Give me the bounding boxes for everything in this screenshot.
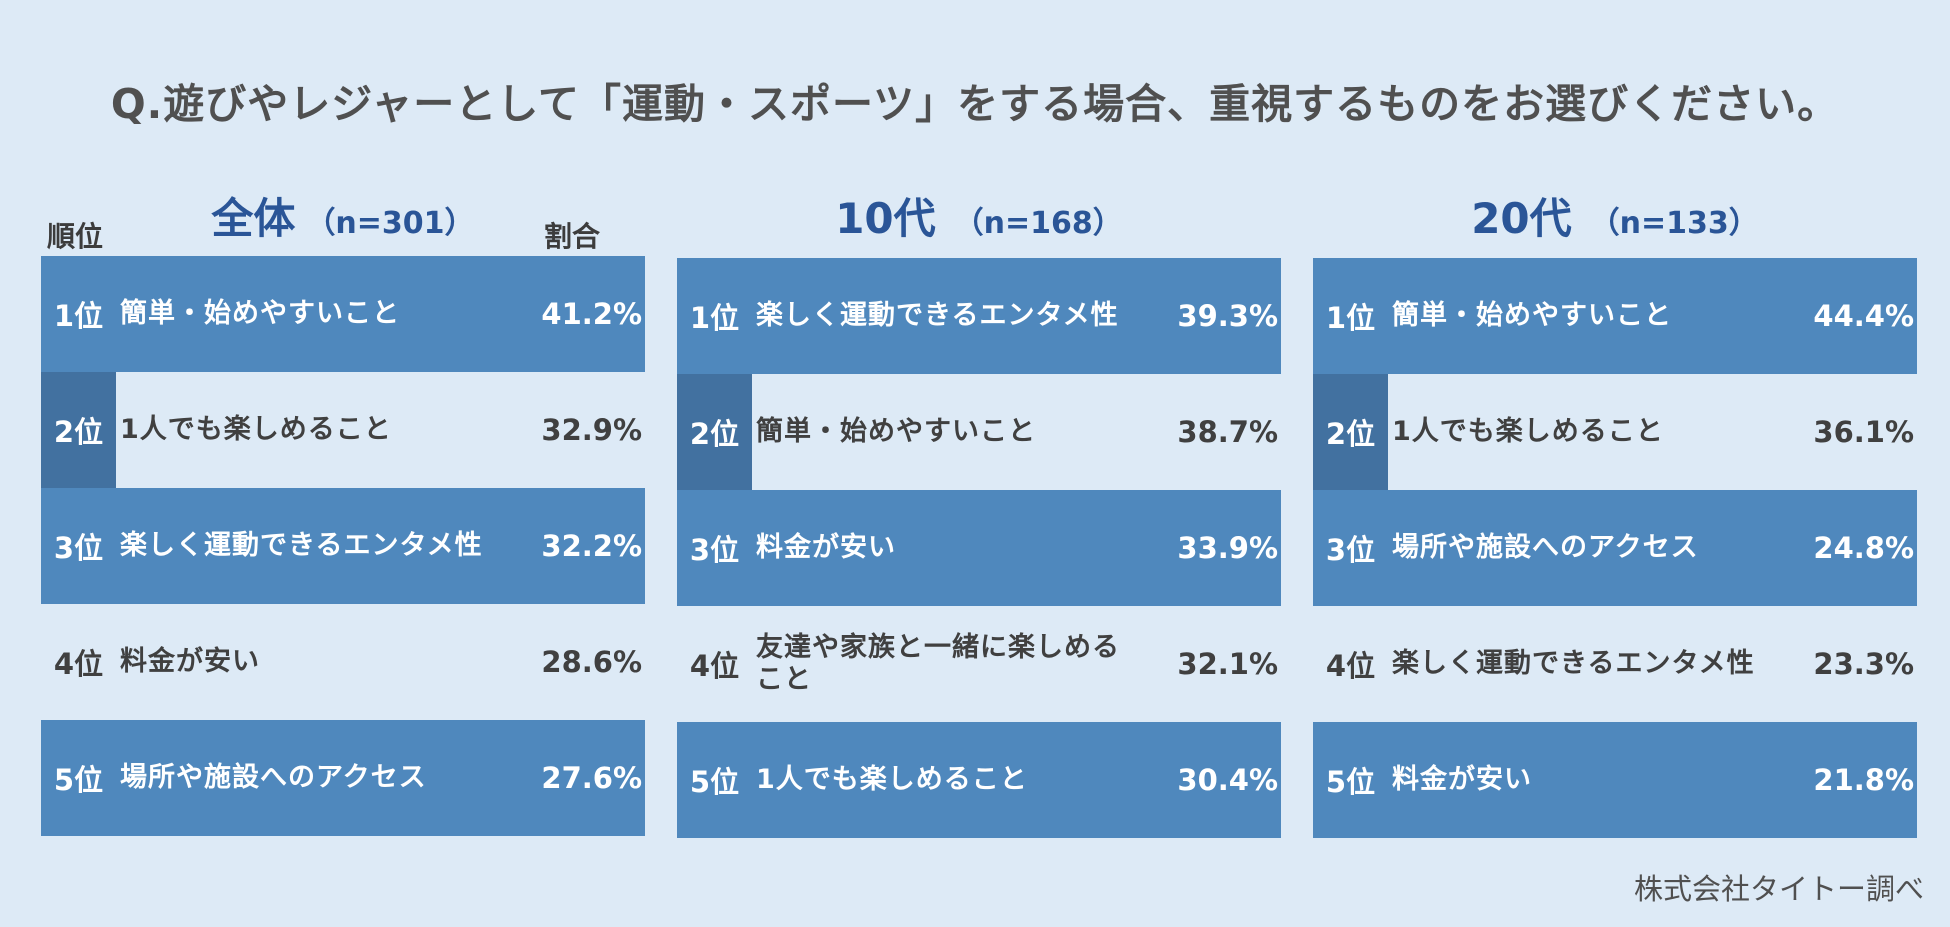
table-row: 4位 友達や家族と一緒に楽しめること 32.1%: [677, 606, 1281, 722]
item-label: 楽しく運動できるエンタメ性: [756, 299, 1119, 331]
item-label: 場所や施設へのアクセス: [1392, 531, 1699, 563]
source-credit: 株式会社タイトー調べ: [1633, 872, 1924, 906]
item-label: 簡単・始めやすいこと: [1392, 299, 1672, 331]
rank-label: 3位: [1325, 533, 1376, 567]
percent-value: 32.9%: [541, 413, 642, 447]
table-row: 5位 1人でも楽しめること 30.4%: [677, 722, 1281, 838]
percent-value: 44.4%: [1813, 299, 1914, 333]
item-label: 場所や施設へのアクセス: [120, 761, 427, 793]
percent-value: 32.2%: [541, 529, 642, 563]
ratio-column-header: 割合: [544, 220, 601, 253]
percent-value: 24.8%: [1813, 531, 1914, 565]
percent-value: 36.1%: [1813, 415, 1914, 449]
table-row: 1位 簡単・始めやすいこと 44.4%: [1313, 258, 1917, 374]
table-row: 5位 料金が安い 21.8%: [1313, 722, 1917, 838]
panel-overall: 全体 （n=301） 順位 割合 1位 簡単・始めやすいこと 41.2% 2位 1…: [41, 0, 645, 927]
rank-label: 3位: [689, 533, 740, 567]
rank-label: 1位: [689, 301, 740, 335]
panel-title: 10代 （n=168）: [677, 185, 1281, 246]
group-name: 10代: [835, 194, 936, 243]
item-label: 1人でも楽しめること: [120, 413, 392, 445]
item-label: 1人でも楽しめること: [756, 763, 1028, 795]
rank-label: 2位: [689, 417, 740, 451]
item-label: 料金が安い: [756, 531, 896, 563]
rank-label: 4位: [1325, 649, 1376, 683]
table-row: 2位 簡単・始めやすいこと 38.7%: [677, 374, 1281, 490]
item-label: 料金が安い: [120, 645, 260, 677]
percent-value: 28.6%: [541, 645, 642, 679]
percent-value: 27.6%: [541, 761, 642, 795]
percent-value: 32.1%: [1177, 647, 1278, 681]
table-row: 3位 楽しく運動できるエンタメ性 32.2%: [41, 488, 645, 604]
rank-label: 5位: [1325, 765, 1376, 799]
percent-value: 21.8%: [1813, 763, 1914, 797]
panel-twenties: 20代 （n=133） 1位 簡単・始めやすいこと 44.4% 2位 1人でも楽し…: [1313, 0, 1917, 927]
rank-label: 5位: [689, 765, 740, 799]
survey-question: Q.遊びやレジャーとして「運動・スポーツ」をする場合、重視するものをお選びくださ…: [110, 80, 1840, 128]
rank-label: 5位: [53, 763, 104, 797]
table-row: 2位 1人でも楽しめること 32.9%: [41, 372, 645, 488]
sample-size: （n=133）: [1589, 206, 1759, 241]
table-row: 4位 料金が安い 28.6%: [41, 604, 645, 720]
percent-value: 33.9%: [1177, 531, 1278, 565]
group-name: 20代: [1471, 194, 1572, 243]
item-label: 料金が安い: [1392, 763, 1532, 795]
rank-label: 2位: [1325, 417, 1376, 451]
table-row: 4位 楽しく運動できるエンタメ性 23.3%: [1313, 606, 1917, 722]
rank-label: 4位: [689, 649, 740, 683]
rank-label: 1位: [1325, 301, 1376, 335]
percent-value: 39.3%: [1177, 299, 1278, 333]
table-row: 1位 楽しく運動できるエンタメ性 39.3%: [677, 258, 1281, 374]
item-label: 友達や家族と一緒に楽しめること: [756, 631, 1120, 695]
group-name: 全体: [211, 194, 296, 243]
rank-label: 2位: [53, 415, 104, 449]
table-row: 1位 簡単・始めやすいこと 41.2%: [41, 256, 645, 372]
rank-label: 4位: [53, 647, 104, 681]
item-label: 簡単・始めやすいこと: [756, 415, 1036, 447]
rank-label: 1位: [53, 299, 104, 333]
percent-value: 38.7%: [1177, 415, 1278, 449]
panel-title: 全体 （n=301）: [41, 185, 645, 246]
item-label: 簡単・始めやすいこと: [120, 297, 400, 329]
item-label: 楽しく運動できるエンタメ性: [120, 529, 483, 561]
percent-value: 23.3%: [1813, 647, 1914, 681]
panel-teens: 10代 （n=168） 1位 楽しく運動できるエンタメ性 39.3% 2位 簡単・…: [677, 0, 1281, 927]
percent-value: 30.4%: [1177, 763, 1278, 797]
table-row: 3位 場所や施設へのアクセス 24.8%: [1313, 490, 1917, 606]
panel-title: 20代 （n=133）: [1313, 185, 1917, 246]
sample-size: （n=301）: [305, 206, 475, 241]
rank-column-header: 順位: [47, 220, 104, 253]
table-row: 3位 料金が安い 33.9%: [677, 490, 1281, 606]
rank-label: 3位: [53, 531, 104, 565]
item-label: 1人でも楽しめること: [1392, 415, 1664, 447]
percent-value: 41.2%: [541, 297, 642, 331]
table-row: 2位 1人でも楽しめること 36.1%: [1313, 374, 1917, 490]
sample-size: （n=168）: [953, 206, 1123, 241]
table-row: 5位 場所や施設へのアクセス 27.6%: [41, 720, 645, 836]
item-label: 楽しく運動できるエンタメ性: [1392, 647, 1755, 679]
